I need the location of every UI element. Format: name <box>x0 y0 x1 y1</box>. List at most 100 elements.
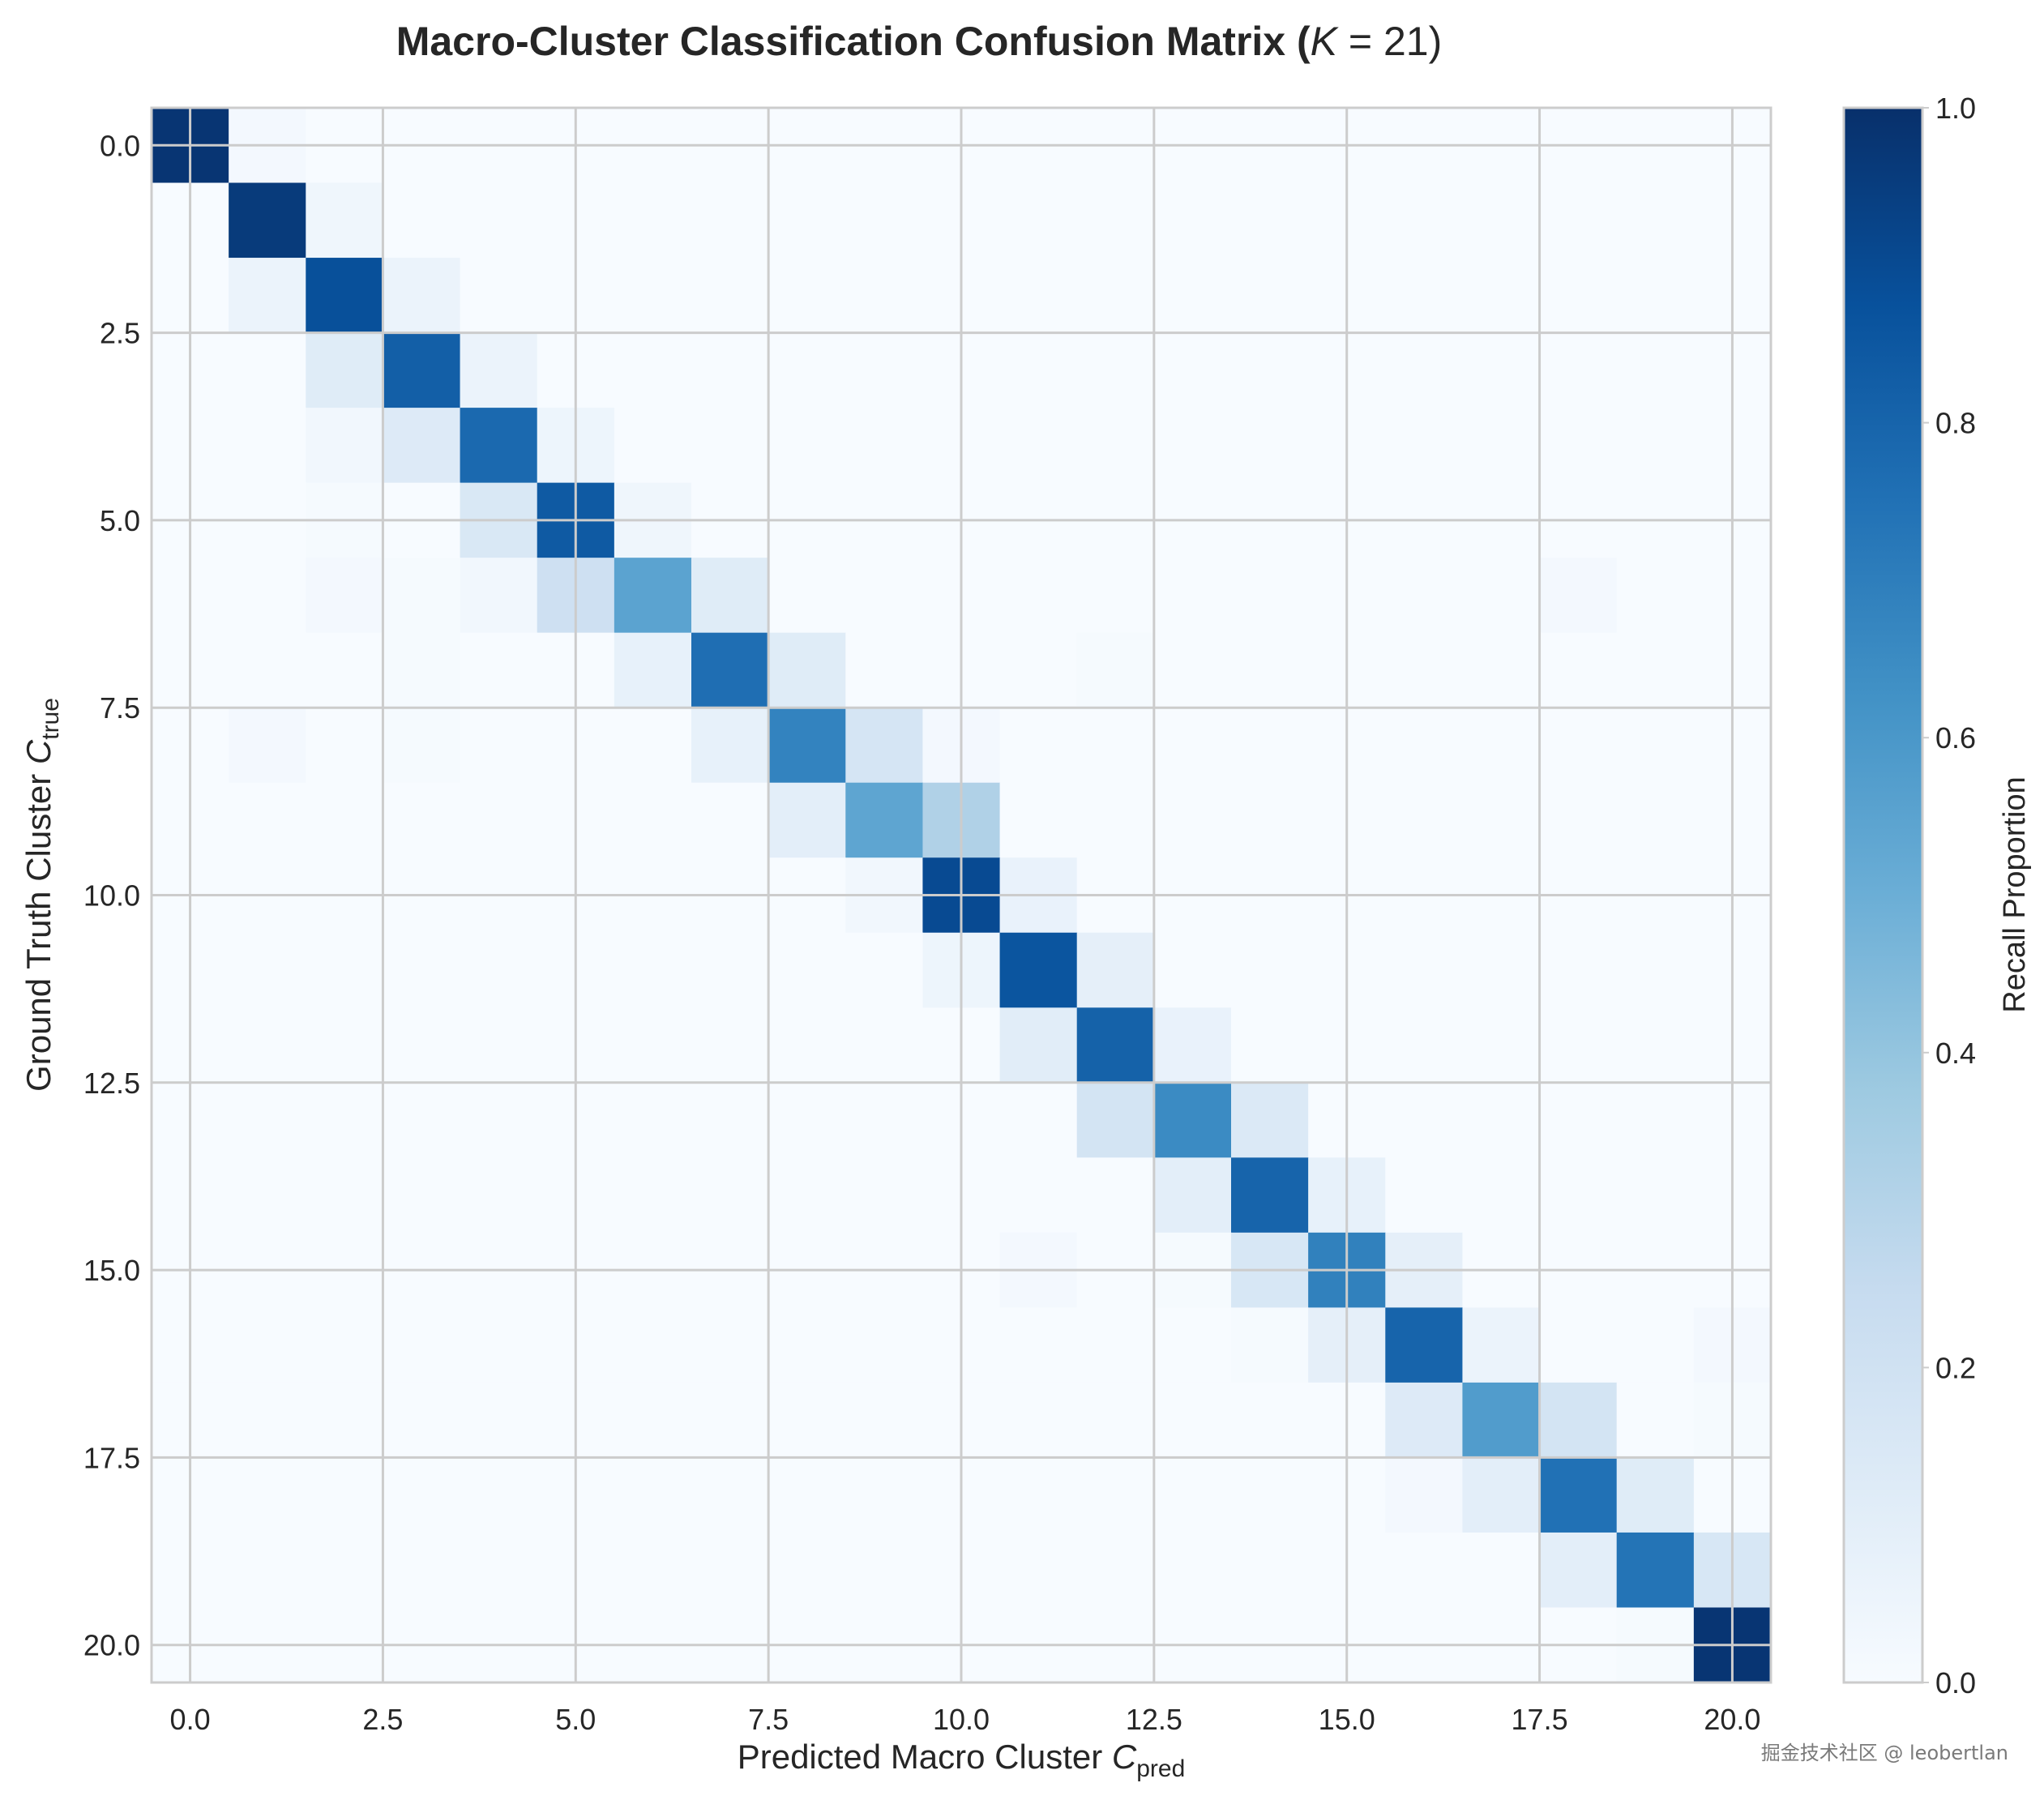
colorbar <box>1842 106 1924 1684</box>
heatmap-cell-r2-c19 <box>1616 258 1695 334</box>
heatmap-cell-r12-c16 <box>1385 1007 1464 1084</box>
heatmap-cell-r4-c1 <box>229 408 306 484</box>
heatmap-cell-r11-c11 <box>999 932 1078 1008</box>
heatmap-cell-r17-c8 <box>768 1382 846 1459</box>
y-tick-label-7: 17.5 <box>83 1441 140 1474</box>
heatmap-cell-r2-c1 <box>229 258 306 334</box>
y-tick-label-6: 15.0 <box>83 1254 140 1287</box>
heatmap-cell-r3-c12 <box>1076 332 1155 408</box>
heatmap-cell-r18-c1 <box>229 1457 306 1533</box>
heatmap-cell-r9-c7 <box>691 782 769 858</box>
heatmap-cell-r16-c13 <box>1153 1307 1232 1383</box>
heatmap-cell-r4-c14 <box>1231 408 1309 484</box>
heatmap-cell-r14-c13 <box>1153 1157 1232 1233</box>
heatmap-cell-r18-c6 <box>614 1457 692 1533</box>
heatmap-cell-r19-c8 <box>768 1532 846 1609</box>
heatmap-cell-r13-c14 <box>1231 1082 1309 1158</box>
heatmap-cell-r1-c6 <box>614 182 692 259</box>
y-tick-label-5: 12.5 <box>83 1067 140 1100</box>
heatmap-cell-r2-c7 <box>691 258 769 334</box>
heatmap-cell-r14-c17 <box>1462 1157 1541 1233</box>
heatmap-cell-r6-c4 <box>460 558 538 634</box>
heatmap-cell-r2-c16 <box>1385 258 1464 334</box>
heatmap-cell-r12-c11 <box>999 1007 1078 1084</box>
heatmap-cell-r19-c7 <box>691 1532 769 1609</box>
y-tick-labels: 0.0 2.5 5.0 7.5 10.0 12.5 15.0 17.5 20.0 <box>83 129 140 1661</box>
heatmap-cell-r9-c18 <box>1539 782 1618 858</box>
heatmap-cell-r11-c12 <box>1076 932 1155 1008</box>
y-axis-label-main: Ground Truth Cluster <box>19 764 58 1092</box>
heatmap-cell-r11-c4 <box>460 932 538 1008</box>
heatmap-cell-r8-c17 <box>1462 708 1541 784</box>
heatmap-cell-r13-c6 <box>614 1082 692 1158</box>
x-tick-label-2: 5.0 <box>555 1703 596 1736</box>
heatmap-cell-r12-c13 <box>1153 1007 1232 1084</box>
heatmap-cell-r18-c3 <box>383 1457 461 1533</box>
heatmap-cell-r14-c9 <box>845 1157 924 1233</box>
heatmap-cell-r16-c19 <box>1616 1307 1695 1383</box>
heatmap-cell-r2-c4 <box>460 258 538 334</box>
watermark: 掘金技术社区 @ leobertlan <box>1761 1742 2008 1764</box>
heatmap-cell-r2-c12 <box>1076 258 1155 334</box>
heatmap-cell-r3-c7 <box>691 332 769 408</box>
heatmap-cell-r18-c11 <box>999 1457 1078 1533</box>
heatmap-cell-r17-c1 <box>229 1382 306 1459</box>
heatmap-cell-r7-c6 <box>614 632 692 708</box>
heatmap-cell-r6-c19 <box>1616 558 1695 634</box>
heatmap-cell-r2-c11 <box>999 258 1078 334</box>
heatmap-cell-r1-c14 <box>1231 182 1309 259</box>
heatmap-cell-r2-c18 <box>1539 258 1618 334</box>
heatmap-cell-r18-c16 <box>1385 1457 1464 1533</box>
heatmap-cell-r17-c2 <box>306 1382 384 1459</box>
chart-title: Macro-Cluster Classification Confusion M… <box>396 19 1443 64</box>
heatmap-cell-r18-c2 <box>306 1457 384 1533</box>
x-axis-label-var: C <box>1112 1738 1137 1776</box>
heatmap-cell-r11-c1 <box>229 932 306 1008</box>
heatmap-cell-r17-c11 <box>999 1382 1078 1459</box>
x-tick-label-5: 12.5 <box>1126 1703 1182 1736</box>
heatmap-cell-r6-c9 <box>845 558 924 634</box>
heatmap-cell-r2-c13 <box>1153 258 1232 334</box>
heatmap-cell-r7-c16 <box>1385 632 1464 708</box>
heatmap-cell-r6-c18 <box>1539 558 1618 634</box>
heatmap-cell-r7-c7 <box>691 632 769 708</box>
heatmap-cell-r1-c12 <box>1076 182 1155 259</box>
heatmap-cell-r4-c16 <box>1385 408 1464 484</box>
heatmap-cell-r8-c7 <box>691 708 769 784</box>
heatmap-cell-r16-c1 <box>229 1307 306 1383</box>
heatmap-cell-r1-c19 <box>1616 182 1695 259</box>
heatmap-cell-r11-c19 <box>1616 932 1695 1008</box>
heatmap-cell-r16-c7 <box>691 1307 769 1383</box>
heatmap-cell-r14-c8 <box>768 1157 846 1233</box>
y-axis-label-sub: true <box>37 698 64 740</box>
heatmap-cell-r3-c13 <box>1153 332 1232 408</box>
x-tick-label-4: 10.0 <box>933 1703 990 1736</box>
heatmap-cell-r1-c13 <box>1153 182 1232 259</box>
heatmap-cell-r9-c16 <box>1385 782 1464 858</box>
heatmap-cell-r17-c3 <box>383 1382 461 1459</box>
heatmap-cell-r8-c12 <box>1076 708 1155 784</box>
heatmap-cell-r19-c1 <box>229 1532 306 1609</box>
heatmap-cell-r8-c2 <box>306 708 384 784</box>
heatmap-cell-r12-c9 <box>845 1007 924 1084</box>
heatmap-cell-r9-c12 <box>1076 782 1155 858</box>
heatmap-cell-r19-c12 <box>1076 1532 1155 1609</box>
heatmap-cell-r12-c19 <box>1616 1007 1695 1084</box>
heatmap-cell-r14-c7 <box>691 1157 769 1233</box>
heatmap-cell-r12-c2 <box>306 1007 384 1084</box>
heatmap-cell-r13-c3 <box>383 1082 461 1158</box>
heatmap-cell-r12-c4 <box>460 1007 538 1084</box>
heatmap-cell-r6-c1 <box>229 558 306 634</box>
heatmap-cell-r6-c14 <box>1231 558 1309 634</box>
heatmap-cell-r3-c9 <box>845 332 924 408</box>
heatmap-cell-r13-c12 <box>1076 1082 1155 1158</box>
heatmap-cell-r14-c2 <box>306 1157 384 1233</box>
heatmap-cell-r9-c1 <box>229 782 306 858</box>
colorbar-tick-label-4: 0.8 <box>1935 407 1976 440</box>
heatmap-cell-r11-c9 <box>845 932 924 1008</box>
heatmap-cell-r7-c19 <box>1616 632 1695 708</box>
heatmap-cell-r11-c13 <box>1153 932 1232 1008</box>
heatmap-cell-r13-c11 <box>999 1082 1078 1158</box>
heatmap-cell-r16-c18 <box>1539 1307 1618 1383</box>
x-tick-label-6: 15.0 <box>1319 1703 1375 1736</box>
